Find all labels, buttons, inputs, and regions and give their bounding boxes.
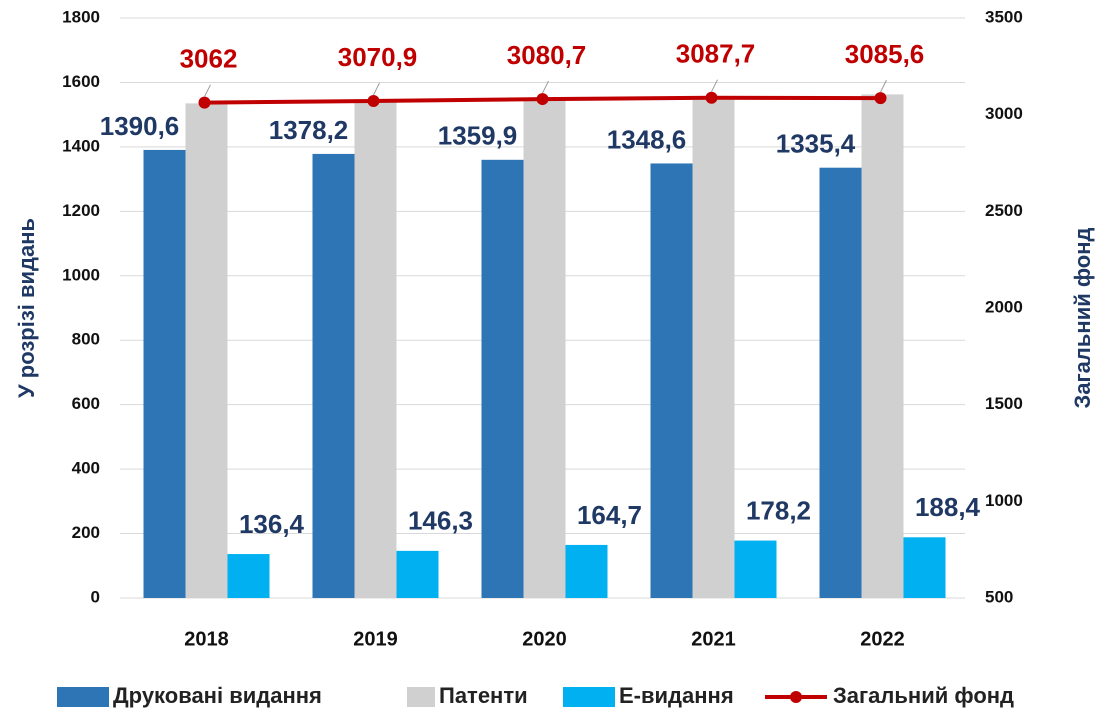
data-label: 1390,6 (100, 111, 180, 141)
bar (312, 153, 355, 598)
data-label: 188,4 (915, 492, 981, 522)
y-tick-label: 400 (72, 459, 100, 478)
bar (650, 163, 693, 598)
y-tick-label: 1800 (62, 7, 100, 26)
y2-tick-label: 3000 (985, 104, 1023, 123)
bar (819, 167, 862, 598)
y2-tick-label: 1000 (985, 491, 1023, 510)
leader-line (711, 79, 718, 92)
legend-swatch (57, 687, 109, 707)
y-tick-label: 200 (72, 523, 100, 542)
data-label: 1348,6 (607, 124, 687, 154)
data-label: 1335,4 (776, 129, 856, 159)
data-label: 3085,6 (845, 39, 925, 69)
data-label: 136,4 (239, 509, 305, 539)
data-label: 3070,9 (338, 42, 418, 72)
y2-tick-label: 2000 (985, 297, 1023, 316)
leader-line (880, 79, 887, 93)
data-label: 3062 (180, 44, 238, 74)
bar (185, 103, 228, 598)
bar (227, 554, 270, 598)
bar (523, 98, 566, 599)
legend-label: Е-видання (619, 683, 734, 708)
data-label: 3087,7 (676, 39, 756, 69)
x-tick-label: 2020 (522, 628, 567, 650)
y-tick-label: 800 (72, 330, 100, 349)
bar (903, 537, 946, 598)
y2-tick-label: 3500 (985, 7, 1023, 26)
data-label: 1359,9 (438, 121, 518, 151)
line-marker (367, 94, 380, 107)
data-label: 146,3 (408, 506, 473, 536)
y2-tick-label: 1500 (985, 394, 1023, 413)
leader-line (204, 84, 211, 97)
x-tick-label: 2021 (691, 628, 736, 650)
y-tick-label: 1200 (62, 201, 100, 220)
data-label: 3080,7 (507, 40, 587, 70)
bar (396, 550, 439, 598)
x-tick-label: 2018 (184, 628, 229, 650)
x-tick-label: 2019 (353, 628, 398, 650)
y2-tick-label: 500 (985, 587, 1013, 606)
y2-tick-label: 2500 (985, 201, 1023, 220)
data-label: 164,7 (577, 500, 642, 530)
y-tick-label: 600 (72, 394, 100, 413)
legend-label: Патенти (439, 683, 528, 708)
y-tick-label: 1600 (62, 72, 100, 91)
bar (143, 149, 186, 598)
x-tick-label: 2022 (860, 628, 905, 650)
line-marker (536, 93, 549, 106)
legend-label: Друковані видання (113, 683, 322, 708)
bar (481, 159, 524, 598)
legend-marker (790, 691, 802, 703)
y2-axis-label: Загальний фонд (1070, 227, 1095, 408)
line-marker (198, 96, 211, 109)
y-tick-label: 0 (91, 587, 100, 606)
legend-swatch (407, 687, 435, 707)
bar (692, 96, 735, 598)
leader-line (542, 80, 549, 94)
bar (734, 540, 777, 598)
bar (565, 544, 608, 598)
leader-line (373, 82, 380, 96)
y-tick-label: 1000 (62, 265, 100, 284)
bar (861, 94, 904, 598)
bar (354, 101, 397, 599)
y-axis-label: У розрізі видань (14, 218, 39, 398)
data-label: 1378,2 (269, 115, 349, 145)
line-marker (705, 91, 718, 104)
y-tick-label: 1400 (62, 136, 100, 155)
legend-swatch (563, 687, 615, 707)
data-label: 178,2 (746, 495, 811, 525)
line-marker (874, 92, 887, 105)
legend-label: Загальний фонд (833, 683, 1014, 708)
